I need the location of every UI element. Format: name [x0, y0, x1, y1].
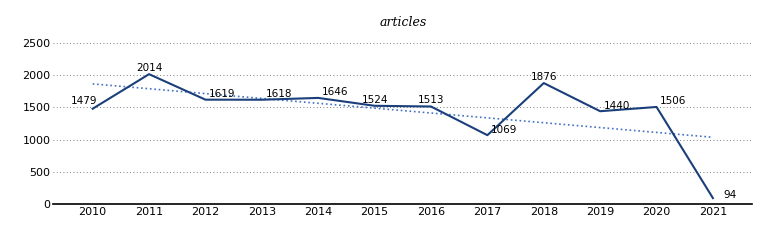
- Text: 1619: 1619: [209, 89, 236, 99]
- Text: 2014: 2014: [136, 63, 162, 73]
- Text: 1524: 1524: [361, 95, 388, 105]
- Title: articles: articles: [379, 16, 426, 29]
- Text: 1618: 1618: [265, 89, 292, 99]
- Text: 1069: 1069: [491, 124, 518, 134]
- Text: 1876: 1876: [530, 72, 557, 82]
- Text: 1440: 1440: [604, 101, 630, 111]
- Text: 1479: 1479: [71, 96, 97, 106]
- Text: 94: 94: [724, 190, 736, 200]
- Text: 1506: 1506: [660, 96, 686, 106]
- Text: 1513: 1513: [418, 95, 445, 105]
- Text: 1646: 1646: [322, 87, 348, 97]
